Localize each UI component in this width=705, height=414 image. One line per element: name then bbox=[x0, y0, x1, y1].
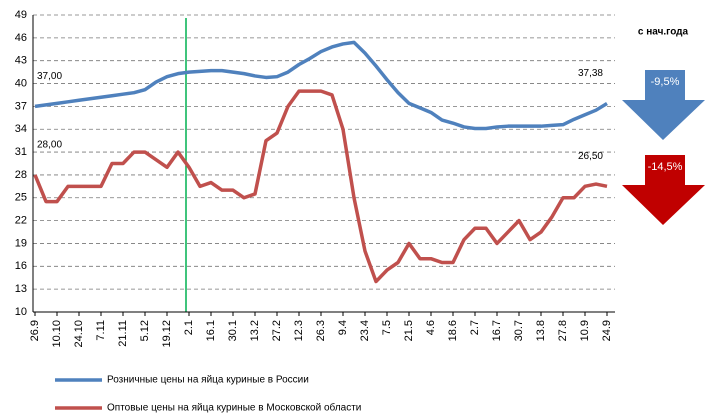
x-tick-label: 27.8 bbox=[557, 320, 569, 341]
x-tick-label: 30.7 bbox=[513, 320, 525, 341]
x-tick-label: 7.5 bbox=[381, 320, 393, 335]
y-tick-label: 25 bbox=[15, 192, 27, 204]
annotation-title: с нач.года bbox=[638, 27, 689, 38]
data-label: 28,00 bbox=[37, 140, 62, 151]
y-tick-label: 43 bbox=[15, 55, 27, 67]
data-label: 26,50 bbox=[578, 151, 603, 162]
y-tick-label: 34 bbox=[15, 123, 27, 135]
x-tick-label: 23.4 bbox=[359, 320, 371, 341]
x-tick-label: 18.6 bbox=[447, 320, 459, 341]
x-tick-label: 16.1 bbox=[205, 320, 217, 341]
y-tick-label: 40 bbox=[15, 77, 27, 89]
x-tick-label: 19.12 bbox=[161, 320, 173, 348]
legend-label: Розничные цены на яйца куриные в России bbox=[107, 375, 309, 386]
x-tick-label: 9.4 bbox=[337, 320, 349, 335]
x-tick-label: 4.6 bbox=[425, 320, 437, 335]
y-tick-label: 28 bbox=[15, 169, 27, 181]
x-tick-label: 13.2 bbox=[249, 320, 261, 341]
x-tick-label: 30.1 bbox=[227, 320, 239, 341]
y-tick-label: 49 bbox=[15, 9, 27, 21]
x-tick-label: 21.11 bbox=[117, 320, 129, 347]
data-label: 37,38 bbox=[578, 68, 603, 79]
x-tick-label: 24.10 bbox=[73, 320, 85, 348]
x-tick-label: 2.1 bbox=[183, 320, 195, 335]
x-tick-label: 21.5 bbox=[403, 320, 415, 341]
x-tick-label: 13.8 bbox=[535, 320, 547, 341]
x-tick-label: 27.2 bbox=[271, 320, 283, 341]
change-label: -14,5% bbox=[648, 161, 683, 173]
x-tick-label: 12.3 bbox=[293, 320, 305, 341]
x-tick-label: 7.11 bbox=[95, 320, 107, 341]
x-tick-label: 10.10 bbox=[51, 320, 63, 348]
y-tick-label: 16 bbox=[15, 260, 27, 272]
change-arrow bbox=[622, 155, 705, 225]
change-arrow bbox=[622, 70, 705, 140]
x-tick-label: 10.9 bbox=[579, 320, 591, 341]
series-line bbox=[34, 40, 608, 131]
legend-label: Оптовые цены на яйца куриные в Московско… bbox=[107, 402, 361, 414]
x-tick-label: 2.7 bbox=[469, 320, 481, 335]
x-tick-label: 26.9 bbox=[29, 320, 41, 341]
y-tick-label: 46 bbox=[15, 32, 27, 44]
x-tick-label: 24.9 bbox=[601, 320, 613, 341]
y-tick-label: 10 bbox=[15, 306, 27, 318]
y-tick-label: 13 bbox=[15, 283, 27, 295]
change-label: -9,5% bbox=[651, 76, 680, 88]
x-tick-label: 5.12 bbox=[139, 320, 151, 341]
series-line bbox=[33, 89, 608, 284]
y-tick-label: 22 bbox=[15, 215, 27, 227]
y-tick-label: 37 bbox=[15, 100, 27, 112]
x-tick-label: 16.7 bbox=[491, 320, 503, 341]
data-label: 37,00 bbox=[37, 71, 62, 82]
x-tick-label: 26.3 bbox=[315, 320, 327, 341]
y-tick-label: 31 bbox=[15, 146, 27, 158]
y-tick-label: 19 bbox=[15, 237, 27, 249]
